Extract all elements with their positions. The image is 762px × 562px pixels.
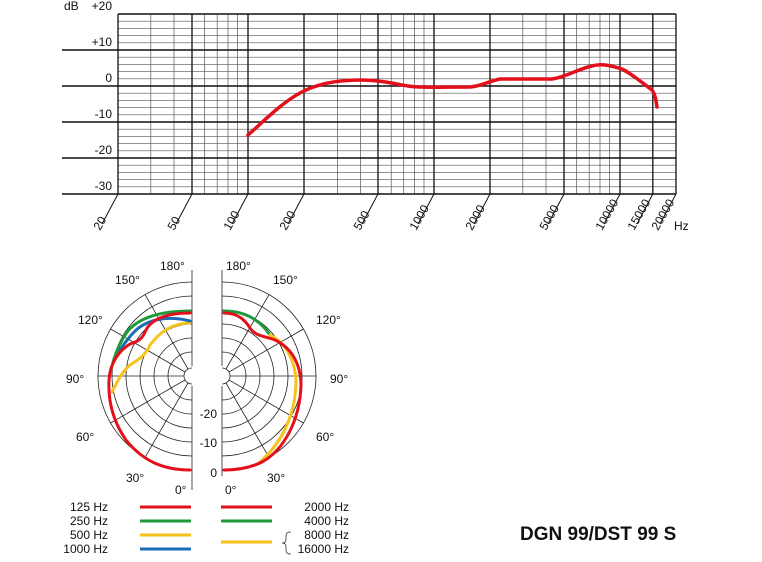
- angle-label: 30°: [267, 471, 285, 485]
- x-tick-label: 50: [164, 214, 183, 233]
- legend: 125 Hz 250 Hz 500 Hz 1000 Hz 2000 Hz 400…: [63, 500, 349, 556]
- freq-grid: [62, 13, 677, 225]
- curve-125hz: [107, 311, 192, 472]
- x-tick-label: 20: [90, 214, 109, 233]
- x-tick-label: 200: [276, 208, 298, 233]
- angle-label: 30°: [126, 471, 144, 485]
- angle-label: 0°: [225, 483, 237, 497]
- polar-curves-right: [222, 309, 303, 472]
- polar-labels: 180° 150° 120° 90° 60° 30° 0° 180° 150° …: [66, 259, 348, 497]
- x-unit-label: Hz: [674, 219, 689, 233]
- curve-250hz: [111, 309, 192, 364]
- angle-label: 150°: [115, 273, 140, 287]
- curve-2000hz: [222, 311, 303, 472]
- major-h-gridlines: [62, 13, 676, 195]
- legend-label: 8000 Hz: [304, 528, 349, 542]
- y-tick-label: +10: [92, 35, 113, 49]
- r-label: 0: [210, 466, 217, 480]
- frequency-response-curve: [246, 63, 659, 137]
- y-tick-label: 0: [105, 71, 112, 85]
- legend-label: 16000 Hz: [298, 542, 349, 556]
- x-tick-label: 10000: [592, 196, 621, 232]
- legend-label: 4000 Hz: [304, 514, 349, 528]
- legend-label: 250 Hz: [70, 514, 108, 528]
- r-label: -20: [200, 407, 218, 421]
- legend-label: 500 Hz: [70, 528, 108, 542]
- x-axis-labels: 20 50 100 200 500 1000 2000 5000 10000 1…: [90, 196, 688, 233]
- angle-label: 150°: [273, 273, 298, 287]
- y-unit-label: dB: [64, 0, 79, 13]
- x-tick-label: 100: [220, 208, 242, 233]
- y-tick-label: -10: [95, 107, 113, 121]
- angle-label: 180°: [226, 259, 251, 273]
- angle-label: 0°: [175, 483, 187, 497]
- minor-h-gridlines: [118, 20, 676, 188]
- y-tick-label: +20: [92, 0, 113, 13]
- r-label: -10: [200, 436, 218, 450]
- legend-label: 1000 Hz: [63, 542, 108, 556]
- x-tick-label: 500: [350, 208, 372, 233]
- angle-label: 60°: [76, 430, 94, 444]
- minor-v-gridlines: [150, 14, 610, 194]
- polar-curves-left: [107, 309, 192, 472]
- x-tick-slants: [101, 193, 677, 225]
- x-tick-label: 2000: [462, 202, 488, 232]
- polar-right-half: [221, 270, 317, 476]
- angle-label: 90°: [330, 372, 348, 386]
- legend-brace: [281, 531, 292, 555]
- angle-label: 180°: [160, 259, 185, 273]
- angle-label: 120°: [78, 313, 103, 327]
- product-title: DGN 99/DST 99 S: [520, 524, 677, 545]
- y-axis-labels: dB +20 +10 0 -10 -20 -30: [64, 0, 112, 193]
- angle-label: 60°: [316, 430, 334, 444]
- y-tick-label: -20: [95, 143, 113, 157]
- legend-label: 125 Hz: [70, 500, 108, 514]
- angle-label: 120°: [316, 313, 341, 327]
- x-tick-label: 15000: [624, 196, 653, 232]
- x-tick-label: 5000: [536, 202, 562, 232]
- x-tick-label: 1000: [406, 202, 432, 232]
- curve-500hz: [110, 321, 192, 394]
- legend-label: 2000 Hz: [304, 500, 349, 514]
- major-v-gridlines: [117, 14, 677, 194]
- angle-label: 90°: [66, 372, 84, 386]
- curve-4000hz: [222, 309, 272, 337]
- y-tick-label: -30: [95, 179, 113, 193]
